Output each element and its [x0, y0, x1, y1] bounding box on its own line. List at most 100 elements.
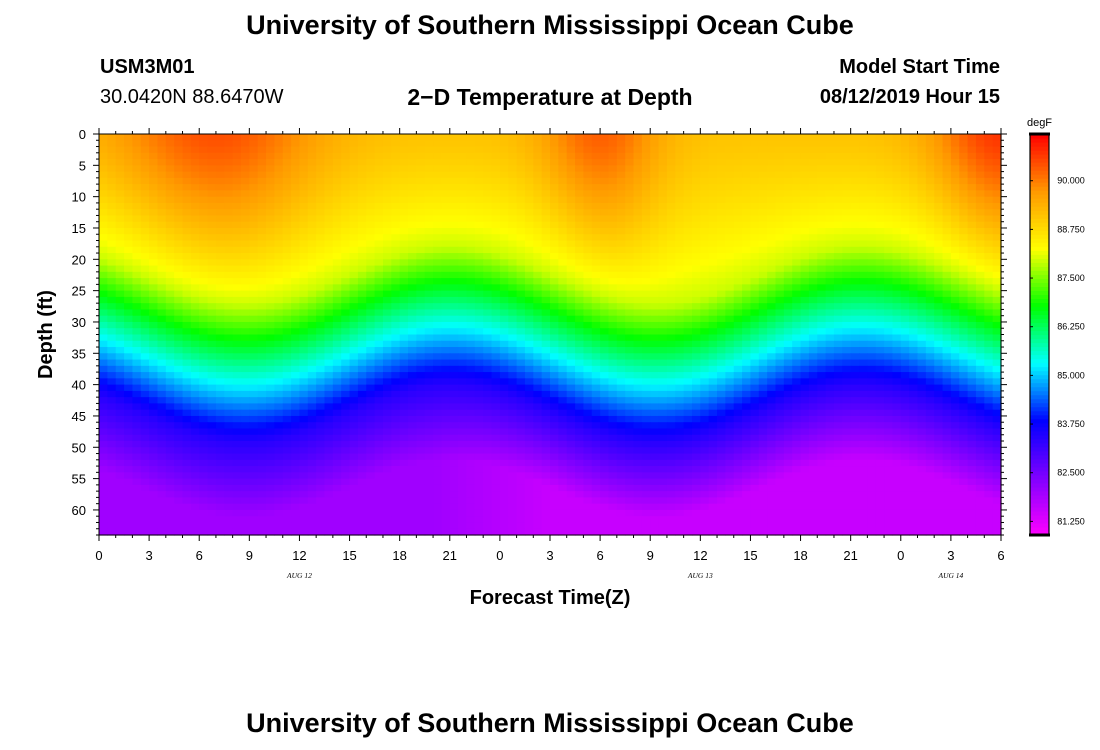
heatmap-cell — [892, 177, 902, 185]
heatmap-cell — [884, 146, 894, 154]
heatmap-cell — [240, 353, 250, 361]
heatmap-cell — [157, 278, 167, 285]
heatmap-cell — [474, 303, 484, 311]
heatmap-cell — [157, 415, 167, 423]
heatmap-cell — [992, 296, 1002, 304]
heatmap-cell — [140, 422, 150, 430]
heatmap-cell — [575, 227, 585, 235]
heatmap-cell — [174, 240, 184, 248]
heatmap-cell — [942, 384, 952, 392]
heatmap-cell — [984, 340, 994, 348]
heatmap-cell — [524, 265, 534, 273]
heatmap-cell — [959, 240, 969, 248]
heatmap-cell — [975, 372, 985, 379]
heatmap-cell — [625, 253, 635, 260]
heatmap-cell — [859, 365, 868, 373]
heatmap-cell — [600, 415, 610, 423]
heatmap-cell — [232, 184, 242, 191]
heatmap-cell — [391, 240, 401, 248]
heatmap-cell — [942, 221, 952, 229]
heatmap-cell — [190, 334, 200, 342]
heatmap-cell — [132, 246, 142, 254]
heatmap-cell — [332, 171, 342, 179]
heatmap-cell — [324, 359, 334, 367]
heatmap-cell — [783, 372, 793, 379]
heatmap-cell — [215, 165, 225, 173]
heatmap-cell — [174, 347, 184, 354]
heatmap-cell — [299, 146, 309, 154]
heatmap-cell — [616, 234, 626, 242]
heatmap-cell — [524, 353, 534, 361]
heatmap-cell — [583, 134, 593, 141]
heatmap-cell — [792, 171, 802, 179]
heatmap-cell — [825, 290, 835, 298]
heatmap-cell — [274, 265, 284, 273]
heatmap-cell — [399, 365, 409, 373]
heatmap-cell — [666, 284, 676, 292]
heatmap-cell — [232, 215, 242, 223]
heatmap-cell — [174, 378, 184, 386]
heatmap-cell — [833, 378, 843, 386]
heatmap-cell — [382, 365, 392, 373]
heatmap-cell — [274, 378, 284, 386]
heatmap-cell — [683, 171, 693, 179]
heatmap-cell — [884, 353, 894, 361]
heatmap-cell — [884, 303, 894, 311]
heatmap-cell — [950, 315, 960, 323]
heatmap-cell — [307, 165, 317, 173]
heatmap-cell — [691, 284, 701, 292]
heatmap-cell — [382, 278, 392, 285]
heatmap-cell — [149, 384, 159, 392]
heatmap-cell — [324, 140, 334, 148]
heatmap-cell — [691, 347, 701, 354]
heatmap-cell — [775, 384, 785, 392]
heatmap-cell — [650, 328, 660, 336]
heatmap-cell — [691, 372, 701, 379]
heatmap-cell — [867, 353, 877, 361]
heatmap-cell — [575, 365, 585, 373]
heatmap-cell — [115, 246, 125, 254]
heatmap-cell — [215, 284, 225, 292]
heatmap-cell — [416, 384, 426, 392]
heatmap-cell — [708, 328, 718, 336]
heatmap-cell — [291, 159, 301, 166]
heatmap-cell — [124, 290, 134, 298]
heatmap-cell — [115, 165, 125, 173]
heatmap-cell — [708, 202, 718, 210]
heatmap-cell — [717, 227, 726, 235]
heatmap-cell — [817, 403, 827, 411]
heatmap-cell — [775, 202, 785, 210]
heatmap-cell — [650, 265, 660, 273]
heatmap-cell — [349, 403, 359, 411]
heatmap-cell — [115, 422, 125, 430]
heatmap-cell — [174, 184, 184, 191]
heatmap-cell — [516, 190, 526, 198]
heatmap-cell — [190, 171, 200, 179]
heatmap-cell — [441, 171, 451, 179]
heatmap-cell — [399, 321, 409, 329]
heatmap-cell — [433, 152, 443, 160]
heatmap-cell — [725, 140, 735, 148]
heatmap-cell — [357, 240, 367, 248]
heatmap-cell — [708, 196, 718, 204]
heatmap-cell — [332, 234, 342, 242]
heatmap-cell — [341, 253, 351, 260]
heatmap-cell — [859, 259, 868, 267]
heatmap-cell — [382, 328, 392, 336]
heatmap-cell — [633, 403, 643, 411]
heatmap-cell — [758, 347, 768, 354]
heatmap-cell — [708, 165, 718, 173]
heatmap-cell — [491, 347, 501, 354]
heatmap-cell — [458, 184, 468, 191]
heatmap-cell — [107, 177, 117, 185]
heatmap-cell — [600, 384, 610, 392]
heatmap-cell — [274, 347, 284, 354]
heatmap-cell — [767, 146, 777, 154]
heatmap-cell — [199, 347, 209, 354]
heatmap-cell — [758, 215, 768, 223]
heatmap-cell — [616, 259, 626, 267]
heatmap-cell — [399, 278, 409, 285]
heatmap-cell — [140, 140, 150, 148]
heatmap-cell — [249, 315, 259, 323]
heatmap-cell — [240, 259, 250, 267]
